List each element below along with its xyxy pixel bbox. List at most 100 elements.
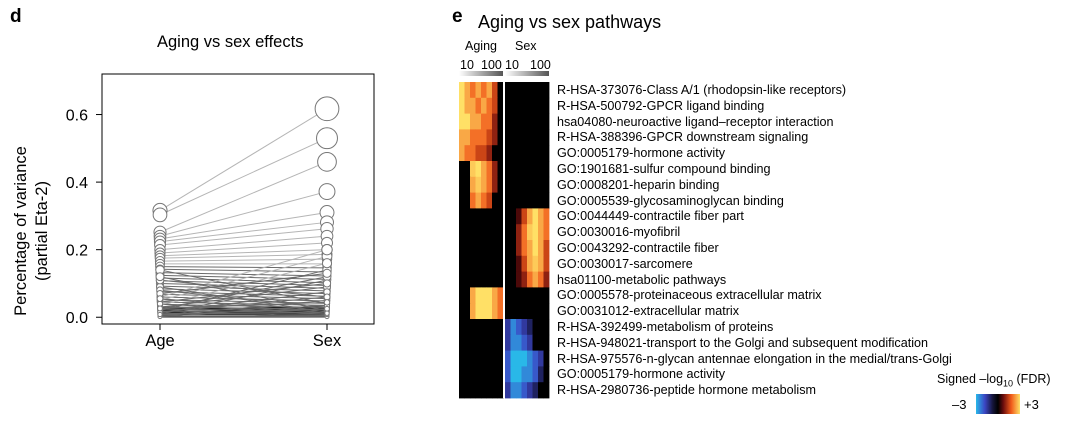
- paired-line-base: [159, 308, 328, 317]
- heatmap-cell-aging: [464, 82, 471, 99]
- heatmap-cell-sex: [516, 271, 522, 288]
- heatmap-cell-aging: [486, 240, 493, 257]
- heatmap-aging-scale-low: 10: [460, 58, 474, 72]
- data-point: [323, 287, 331, 295]
- heatmap-cell-sex: [505, 82, 511, 99]
- heatmap-cell-sex: [538, 255, 544, 272]
- paired-line: [159, 212, 328, 240]
- heatmap-cell-sex: [543, 82, 550, 99]
- data-point: [156, 293, 164, 301]
- data-point: [155, 272, 165, 282]
- data-point: [322, 275, 332, 284]
- data-point: [324, 308, 330, 314]
- heatmap-cell-aging: [492, 287, 498, 304]
- data-point: [322, 281, 332, 290]
- heatmap-cell-aging: [470, 224, 476, 241]
- heatmap-aging-scale-high: 100: [481, 58, 502, 72]
- heatmap-group-sex-label: Sex: [515, 39, 537, 53]
- data-point: [157, 310, 163, 316]
- heatmap-cell-sex: [510, 97, 517, 114]
- heatmap-cell-aging: [497, 208, 504, 225]
- data-point: [322, 263, 332, 273]
- paired-line: [159, 306, 328, 310]
- data-point: [324, 314, 330, 320]
- data-point: [156, 285, 164, 293]
- paired-line: [159, 276, 328, 311]
- heatmap-cell-sex: [527, 334, 533, 351]
- heatmap-cell-aging: [470, 271, 476, 288]
- data-point: [323, 295, 331, 303]
- heatmap-cell-sex: [510, 224, 517, 241]
- data-point: [323, 300, 331, 307]
- heatmap-cell-aging: [492, 350, 498, 367]
- colorbar-label-suffix: (FDR): [1013, 372, 1051, 386]
- heatmap-cell-aging: [486, 145, 493, 162]
- heatmap-cell-aging: [475, 240, 482, 257]
- heatmap-cell-sex: [538, 97, 544, 114]
- paired-line: [159, 285, 328, 292]
- heatmap-cell-aging: [481, 161, 487, 178]
- heatmap-cell-aging: [481, 129, 487, 146]
- paired-line-base: [159, 306, 328, 310]
- heatmap-cell-sex: [516, 319, 522, 336]
- heatmap-cell-sex: [527, 176, 533, 193]
- heatmap-cell-aging: [492, 303, 498, 320]
- paired-line-base: [159, 309, 328, 316]
- data-point: [157, 303, 163, 310]
- heatmap-row-label: hsa04080-neuroactive ligand–receptor int…: [557, 114, 834, 129]
- heatmap-row-label: GO:0005578-proteinaceous extracellular m…: [557, 288, 822, 303]
- heatmap-cell-aging: [492, 145, 498, 162]
- heatmap-cell-aging: [464, 129, 471, 146]
- heatmap-cell-aging: [481, 176, 487, 193]
- heatmap-row-label: GO:0031012-extracellular matrix: [557, 304, 739, 319]
- heatmap-cell-aging: [497, 161, 504, 178]
- paired-line: [159, 288, 328, 295]
- paired-line-base: [159, 307, 328, 314]
- data-point: [322, 267, 332, 277]
- heatmap-cell-aging: [486, 97, 493, 114]
- heatmap-cell-sex: [543, 366, 550, 383]
- heatmap-cell-aging: [464, 382, 471, 399]
- heatmap-cell-sex: [538, 366, 544, 383]
- paired-line-base: [159, 311, 328, 316]
- heatmap-cell-sex: [521, 303, 528, 320]
- paired-line-base: [159, 306, 328, 310]
- paired-line: [159, 291, 328, 297]
- paired-line-base: [159, 313, 328, 317]
- heatmap-cell-aging: [459, 303, 465, 320]
- heatmap-cell-aging: [464, 240, 471, 257]
- heatmap-cell-aging: [470, 161, 476, 178]
- heatmap-cell-aging: [481, 208, 487, 225]
- heatmap-cell-sex: [532, 350, 539, 367]
- data-point: [156, 296, 164, 304]
- paired-line: [159, 269, 328, 305]
- data-point: [319, 205, 335, 220]
- data-point: [154, 256, 166, 267]
- heatmap-cell-sex: [510, 82, 517, 99]
- heatmap-cell-aging: [486, 113, 493, 130]
- data-point: [156, 295, 164, 303]
- paired-line: [159, 258, 328, 262]
- paired-line: [159, 191, 328, 237]
- heatmap-cell-aging: [464, 113, 471, 130]
- heatmap-cell-sex: [538, 129, 544, 146]
- data-point: [323, 302, 331, 309]
- paired-line: [159, 298, 328, 314]
- paired-line: [159, 289, 328, 308]
- heatmap-cell-aging: [464, 192, 471, 209]
- paired-line-base: [159, 306, 328, 315]
- colorbar: [976, 394, 1020, 414]
- data-point: [157, 313, 163, 319]
- paired-line-base: [159, 311, 328, 316]
- heatmap-cell-sex: [505, 192, 511, 209]
- heatmap-cell-aging: [459, 208, 465, 225]
- heatmap-cell-sex: [538, 208, 544, 225]
- heatmap-row-label: R-HSA-500792-GPCR ligand binding: [557, 98, 765, 113]
- heatmap-cell-aging: [475, 287, 482, 304]
- paired-line-base: [159, 307, 328, 312]
- paired-line-base: [159, 311, 328, 316]
- panel-d-title: Aging vs sex effects: [157, 33, 304, 51]
- heatmap-cell-aging: [475, 82, 482, 99]
- heatmap-cell-aging: [497, 224, 504, 241]
- heatmap-cell-sex: [521, 97, 528, 114]
